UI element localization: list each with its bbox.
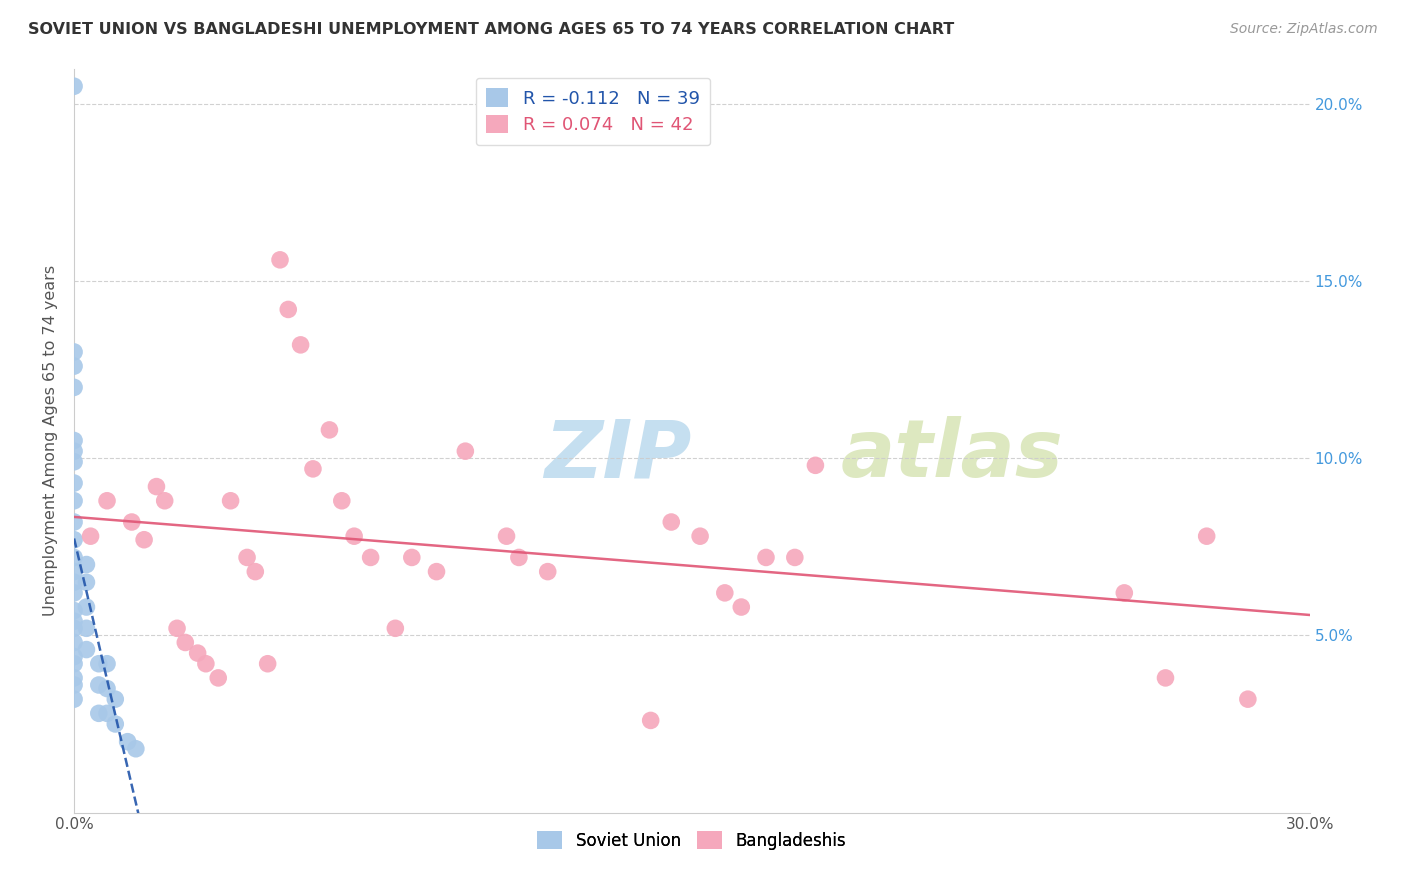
Point [1195, 529, 1218, 543]
Point [343, 529, 366, 543]
Point [63, 575, 86, 590]
Point [63, 604, 86, 618]
Point [153, 493, 176, 508]
Point [63, 657, 86, 671]
Text: atlas: atlas [841, 417, 1063, 494]
Point [121, 515, 143, 529]
Y-axis label: Unemployment Among Ages 65 to 74 years: Unemployment Among Ages 65 to 74 years [44, 265, 58, 616]
Point [166, 621, 188, 635]
Point [1154, 671, 1177, 685]
Point [96, 706, 118, 721]
Point [63, 455, 86, 469]
Point [96, 681, 118, 696]
Point [63, 635, 86, 649]
Point [454, 444, 477, 458]
Point [508, 550, 530, 565]
Point [63, 649, 86, 664]
Point [194, 657, 217, 671]
Point [236, 550, 259, 565]
Point [75, 600, 97, 615]
Point [104, 717, 127, 731]
Point [96, 657, 118, 671]
Point [63, 79, 86, 94]
Point [79, 529, 101, 543]
Point [689, 529, 711, 543]
Point [63, 621, 86, 635]
Point [714, 586, 737, 600]
Point [783, 550, 806, 565]
Point [63, 586, 86, 600]
Point [63, 533, 86, 547]
Point [360, 550, 382, 565]
Point [63, 345, 86, 359]
Point [318, 423, 340, 437]
Point [245, 565, 267, 579]
Point [63, 434, 86, 448]
Point [145, 480, 167, 494]
Point [63, 444, 86, 458]
Point [174, 635, 197, 649]
Point [659, 515, 682, 529]
Point [537, 565, 560, 579]
Point [63, 565, 86, 579]
Point [63, 692, 86, 706]
Point [302, 462, 325, 476]
Point [277, 302, 299, 317]
Point [755, 550, 778, 565]
Point [730, 600, 752, 615]
Point [63, 515, 86, 529]
Point [401, 550, 423, 565]
Point [63, 493, 86, 508]
Point [207, 671, 229, 685]
Point [63, 614, 86, 628]
Point [269, 252, 291, 267]
Text: Source: ZipAtlas.com: Source: ZipAtlas.com [1230, 22, 1378, 37]
Point [804, 458, 827, 473]
Point [104, 692, 127, 706]
Point [63, 678, 86, 692]
Legend: Soviet Union, Bangladeshis: Soviet Union, Bangladeshis [530, 825, 853, 856]
Point [63, 550, 86, 565]
Point [219, 493, 242, 508]
Point [425, 565, 447, 579]
Point [63, 476, 86, 491]
Point [63, 380, 86, 394]
Point [75, 558, 97, 572]
Point [1237, 692, 1260, 706]
Text: SOVIET UNION VS BANGLADESHI UNEMPLOYMENT AMONG AGES 65 TO 74 YEARS CORRELATION C: SOVIET UNION VS BANGLADESHI UNEMPLOYMENT… [28, 22, 955, 37]
Point [132, 533, 155, 547]
Point [495, 529, 517, 543]
Point [384, 621, 406, 635]
Point [87, 657, 110, 671]
Point [63, 359, 86, 373]
Point [87, 706, 110, 721]
Point [290, 338, 312, 352]
Point [117, 734, 139, 748]
Point [187, 646, 209, 660]
Point [63, 671, 86, 685]
Point [75, 621, 97, 635]
Point [330, 493, 353, 508]
Point [75, 642, 97, 657]
Point [1114, 586, 1136, 600]
Point [96, 493, 118, 508]
Point [75, 575, 97, 590]
Point [640, 714, 662, 728]
Point [256, 657, 278, 671]
Text: ZIP: ZIP [544, 417, 690, 494]
Point [125, 741, 148, 756]
Point [87, 678, 110, 692]
